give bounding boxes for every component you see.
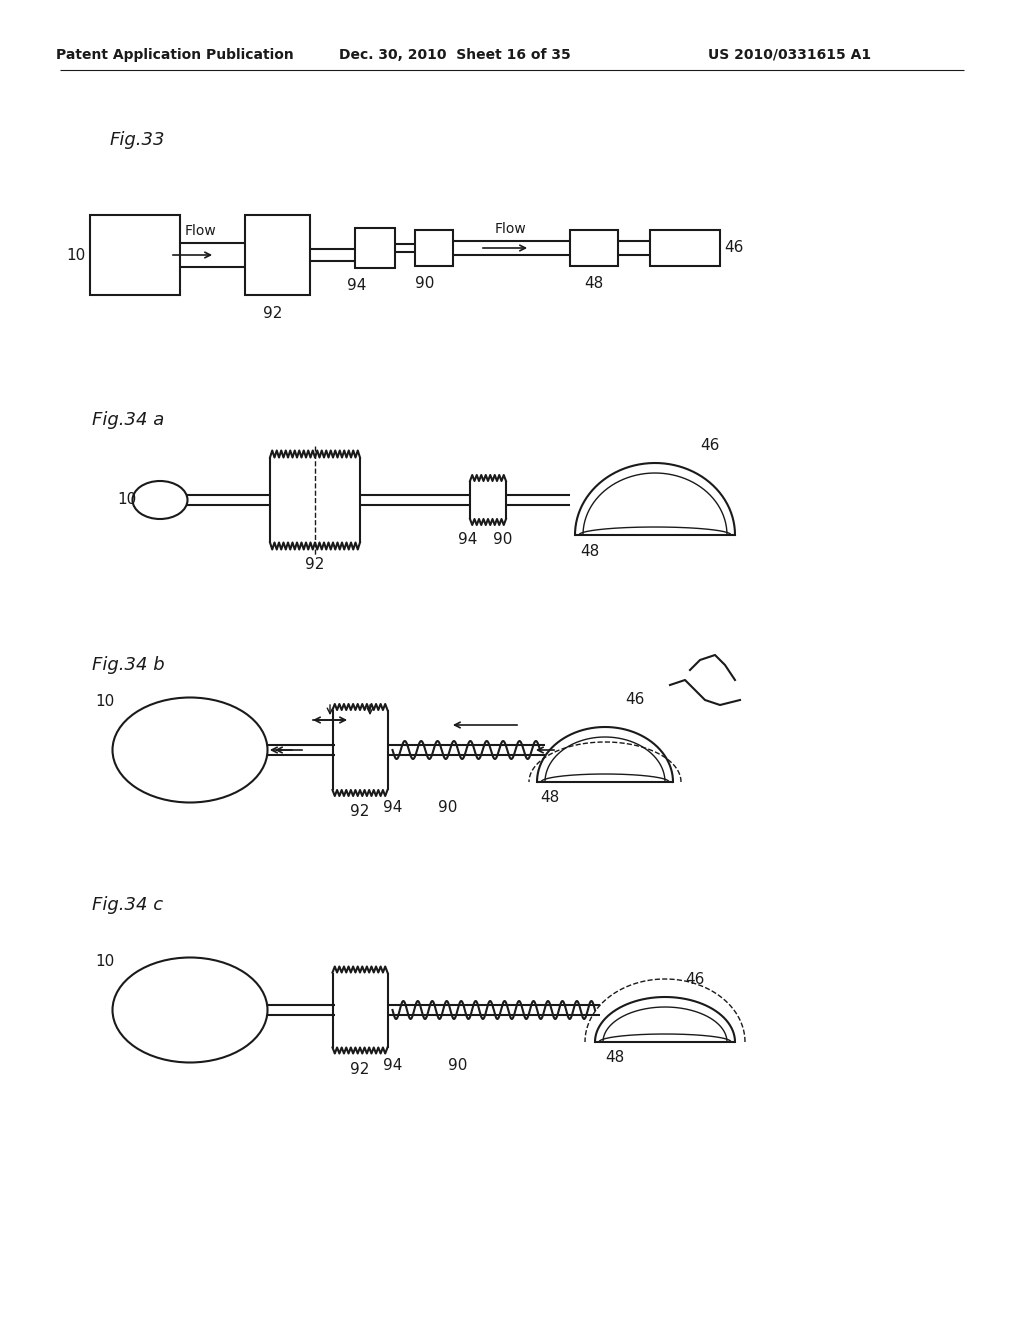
- Text: 92: 92: [350, 804, 370, 820]
- Text: 48: 48: [581, 544, 600, 558]
- Text: 48: 48: [541, 791, 560, 805]
- Bar: [650, 230, 720, 267]
- Text: Dec. 30, 2010  Sheet 16 of 35: Dec. 30, 2010 Sheet 16 of 35: [339, 48, 570, 62]
- Text: 48: 48: [605, 1051, 625, 1065]
- Bar: [570, 230, 618, 267]
- Text: Fig.34 c: Fig.34 c: [92, 896, 163, 913]
- Text: 92: 92: [350, 1063, 370, 1077]
- Text: Flow: Flow: [495, 222, 526, 236]
- Bar: [355, 228, 395, 268]
- Text: 94: 94: [383, 800, 402, 816]
- Text: 90: 90: [438, 800, 457, 816]
- Text: Fig.34 a: Fig.34 a: [92, 411, 164, 429]
- Text: Patent Application Publication: Patent Application Publication: [56, 48, 294, 62]
- Text: Flow: Flow: [184, 224, 216, 238]
- Bar: [245, 215, 310, 294]
- Text: 10: 10: [67, 248, 86, 263]
- Text: 10: 10: [95, 954, 115, 969]
- Text: Fig.33: Fig.33: [110, 131, 166, 149]
- Text: 92: 92: [305, 557, 325, 572]
- Text: 92: 92: [263, 305, 283, 321]
- Text: 10: 10: [118, 492, 136, 507]
- Text: 90: 90: [447, 1059, 467, 1073]
- Text: Fig.34 b: Fig.34 b: [92, 656, 165, 675]
- Bar: [90, 215, 180, 294]
- Text: 10: 10: [95, 694, 115, 710]
- Text: 90: 90: [416, 276, 434, 292]
- Text: US 2010/0331615 A1: US 2010/0331615 A1: [709, 48, 871, 62]
- Bar: [415, 230, 453, 267]
- Text: 46: 46: [685, 973, 705, 987]
- Text: 48: 48: [585, 276, 603, 292]
- Text: 46: 46: [724, 240, 743, 256]
- Text: 94: 94: [347, 279, 367, 293]
- Text: 46: 46: [700, 437, 720, 453]
- Text: 90: 90: [494, 532, 513, 546]
- Text: 46: 46: [626, 693, 645, 708]
- Text: 94: 94: [383, 1059, 402, 1073]
- Text: 94: 94: [459, 532, 477, 546]
